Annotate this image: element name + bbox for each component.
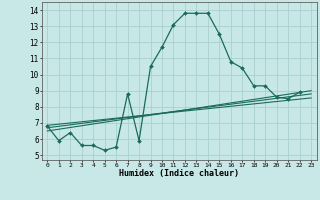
X-axis label: Humidex (Indice chaleur): Humidex (Indice chaleur) — [119, 169, 239, 178]
